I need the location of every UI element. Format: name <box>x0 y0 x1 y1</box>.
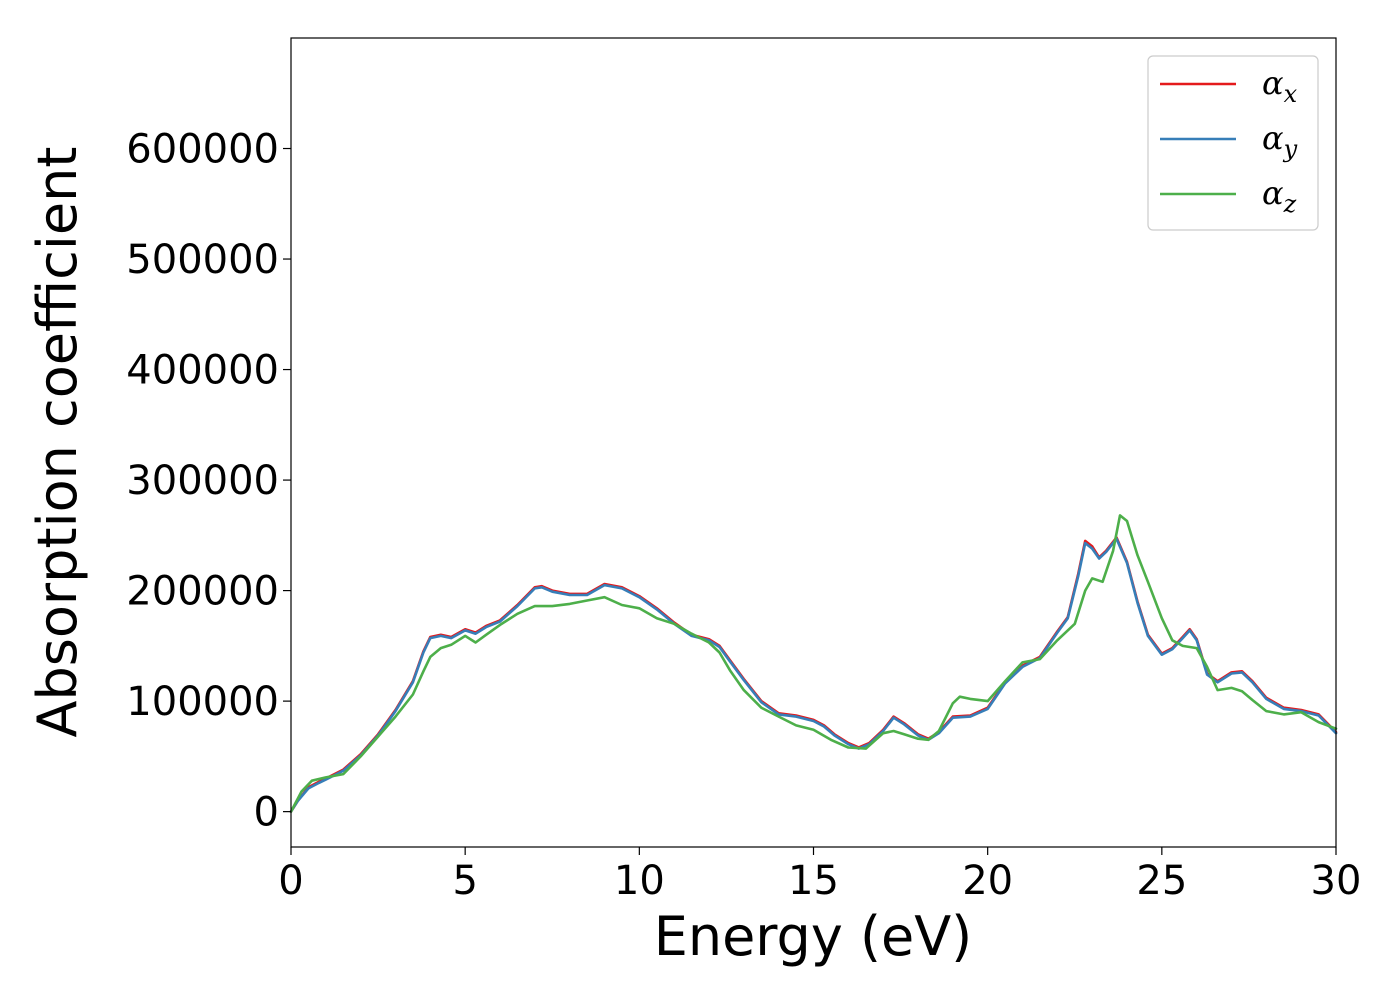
y-tick-label: 600000 <box>126 127 279 173</box>
x-tick-label: 5 <box>452 858 477 904</box>
series-line-z <box>289 514 1338 813</box>
series-line-y <box>289 537 1338 813</box>
legend-label-x: αx <box>1262 64 1298 108</box>
x-axis-title: Energy (eV) <box>654 905 973 968</box>
y-tick-label: 500000 <box>126 237 279 283</box>
x-tick-label: 15 <box>788 858 839 904</box>
legend-label-z: αz <box>1262 174 1297 218</box>
y-axis-title: Absorption coefficient <box>26 147 89 738</box>
legend: αx αy αz <box>1147 55 1319 231</box>
series-layer <box>289 514 1338 813</box>
legend-label-y: αy <box>1262 119 1298 163</box>
x-tick-label: 25 <box>1136 858 1187 904</box>
y-axis: 0 100000 200000 300000 400000 500000 600000 <box>126 127 291 836</box>
y-tick-label: 100000 <box>126 679 279 725</box>
y-tick-label: 400000 <box>126 348 279 394</box>
x-tick-label: 20 <box>962 858 1013 904</box>
legend-box <box>1147 55 1319 231</box>
y-tick-label: 0 <box>254 790 279 836</box>
x-tick-label: 30 <box>1311 858 1362 904</box>
y-tick-label: 200000 <box>126 569 279 615</box>
y-tick-label: 300000 <box>126 458 279 504</box>
x-axis: 0 5 10 15 20 25 30 <box>278 847 1361 904</box>
x-tick-label: 10 <box>614 858 665 904</box>
x-tick-label: 0 <box>278 858 303 904</box>
